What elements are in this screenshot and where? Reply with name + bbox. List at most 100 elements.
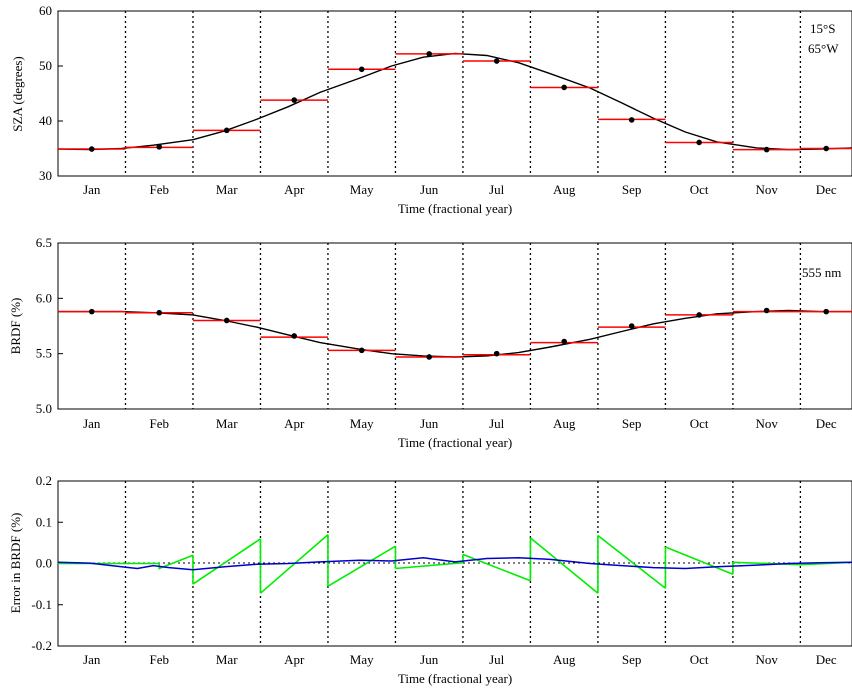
brdf-y-axis-label: BRDF (%) (8, 298, 23, 355)
month-label-dec: Dec (816, 652, 837, 667)
month-label-aug: Aug (553, 652, 576, 667)
mid-month-point-jan (88, 308, 95, 315)
month-label-oct: Oct (690, 652, 709, 667)
month-label-dec: Dec (816, 182, 837, 197)
y-tick-label: 40 (39, 113, 52, 128)
month-label-aug: Aug (553, 416, 576, 431)
y-tick-label: 30 (39, 168, 52, 183)
month-label-jul: Jul (489, 182, 505, 197)
y-tick-label: 0.1 (36, 514, 52, 529)
mid-month-point-apr (291, 97, 298, 103)
sza-panel: 30 40 50 60 Jan Feb Mar Apr May Jun Jul Aug Sep Oct N… (10, 3, 852, 216)
month-label-mar: Mar (216, 416, 238, 431)
month-label-jan: Jan (83, 182, 101, 197)
mid-month-point-jan (88, 146, 95, 152)
y-tick-label: 0.0 (36, 556, 52, 571)
month-label-may: May (350, 416, 374, 431)
sza-x-tick-labels: Jan Feb Mar Apr May Jun Jul Aug Sep Oct Nov Dec (83, 182, 837, 197)
sza-latitude-annotation: 15°S (810, 21, 835, 36)
month-label-mar: Mar (216, 652, 238, 667)
mid-month-point-sep (628, 117, 635, 123)
mid-month-point-jul (493, 58, 500, 64)
y-tick-label: -0.2 (31, 638, 52, 653)
mid-month-point-jun (426, 354, 432, 360)
month-label-sep: Sep (622, 182, 642, 197)
y-tick-label: 50 (39, 58, 52, 73)
mid-month-point-may (358, 66, 365, 73)
month-label-dec: Dec (816, 416, 837, 431)
sza-x-axis-label: Time (fractional year) (398, 201, 512, 216)
month-label-apr: Apr (284, 652, 305, 667)
month-label-may: May (350, 182, 374, 197)
monthly-mean-error-mar (192, 538, 261, 585)
mid-month-point-oct (696, 139, 702, 146)
mid-month-point-jun (426, 51, 432, 57)
mid-month-point-dec (823, 145, 829, 152)
month-label-jun: Jun (420, 182, 439, 197)
brdf-panel: 5.0 5.5 6.0 6.5 Jan Feb Mar Apr May Jun Jul Aug Sep… (8, 235, 852, 450)
error-y-axis: -0.2 -0.1 0.0 0.1 0.2 (31, 473, 63, 653)
y-tick-label: 60 (39, 3, 52, 18)
month-label-jan: Jan (83, 416, 101, 431)
monthly-mean-error-oct (665, 546, 734, 575)
y-tick-label: -0.1 (31, 597, 52, 612)
sza-y-axis-label: SZA (degrees) (10, 56, 25, 131)
y-tick-label: 6.5 (36, 235, 52, 250)
monthly-mean-error-may (327, 545, 396, 587)
mid-month-point-mar (223, 127, 230, 134)
mid-month-point-aug (561, 338, 567, 345)
monthly-mean-error-sep (597, 534, 666, 589)
month-label-feb: Feb (149, 652, 169, 667)
sza-month-boundaries (124, 11, 802, 176)
mid-month-point-aug (561, 84, 567, 91)
month-label-feb: Feb (149, 182, 169, 197)
month-label-sep: Sep (622, 652, 642, 667)
month-label-jul: Jul (489, 416, 505, 431)
monthly-mean-error-nov (732, 561, 801, 566)
mid-month-point-sep (628, 323, 635, 329)
month-label-nov: Nov (755, 416, 778, 431)
month-label-apr: Apr (284, 182, 305, 197)
brdf-x-tick-labels: Jan Feb Mar Apr May Jun Jul Aug Sep Oct Nov Dec (83, 416, 837, 431)
sza-data (57, 51, 852, 153)
month-label-nov: Nov (755, 652, 778, 667)
error-y-axis-label: Error in BRDF (%) (8, 513, 23, 614)
month-label-nov: Nov (755, 182, 778, 197)
brdf-x-axis-label: Time (fractional year) (398, 435, 512, 450)
brdf-y-axis: 5.0 5.5 6.0 6.5 (36, 235, 63, 416)
error-x-tick-labels: Jan Feb Mar Apr May Jun Jul Aug Sep Oct Nov Dec (83, 652, 837, 667)
month-label-oct: Oct (690, 416, 709, 431)
sza-y-axis: 30 40 50 60 (39, 3, 63, 183)
monthly-mean-error-jun (395, 561, 463, 570)
mid-month-point-mar (223, 317, 230, 324)
y-tick-label: 5.5 (36, 346, 52, 361)
month-label-aug: Aug (553, 182, 576, 197)
mid-month-point-dec (823, 308, 829, 315)
sza-longitude-annotation: 65°W (808, 41, 839, 56)
monthly-mean-error-jul (462, 553, 531, 582)
brdf-plot-frame (57, 242, 852, 410)
mid-month-point-nov (763, 307, 770, 314)
error-panel: -0.2 -0.1 0.0 0.1 0.2 Jan Feb Mar Apr May Jun Jul A… (8, 473, 852, 686)
y-tick-label: 0.2 (36, 473, 52, 488)
monthly-mean-error-aug (529, 537, 599, 594)
month-label-sep: Sep (622, 416, 642, 431)
mid-month-point-feb (156, 144, 163, 150)
month-label-mar: Mar (216, 182, 238, 197)
sza-plot-frame (57, 10, 852, 177)
mid-month-point-may (358, 347, 365, 354)
month-label-jul: Jul (489, 652, 505, 667)
y-tick-label: 6.0 (36, 290, 52, 305)
error-data (57, 533, 852, 594)
brdf-wavelength-annotation: 555 nm (802, 265, 841, 280)
mid-month-point-oct (696, 312, 702, 318)
month-label-may: May (350, 652, 374, 667)
month-label-jun: Jun (420, 652, 439, 667)
mid-month-point-nov (763, 146, 770, 153)
mid-month-error-curve (57, 556, 852, 571)
error-x-axis-label: Time (fractional year) (398, 671, 512, 686)
y-tick-label: 5.0 (36, 401, 52, 416)
mid-month-point-feb (156, 309, 163, 316)
brdf-month-boundaries (124, 243, 802, 409)
